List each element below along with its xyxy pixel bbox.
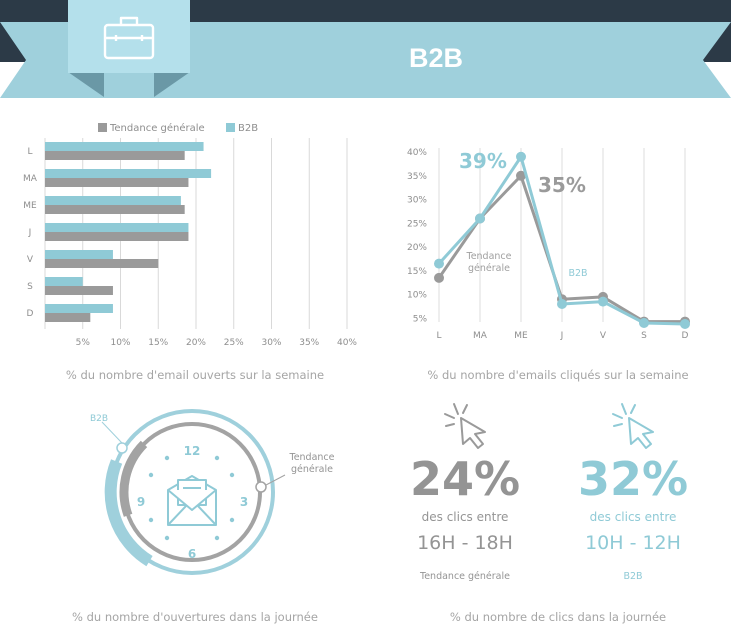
bar-general xyxy=(45,259,159,268)
b2b-arc xyxy=(104,459,153,567)
bar-b2b xyxy=(45,277,83,286)
cursor-click-icon xyxy=(444,403,486,449)
bar-general xyxy=(45,178,189,187)
bar-b2b xyxy=(45,304,113,313)
line-point-b2b xyxy=(639,318,649,328)
line-y-tick: 35% xyxy=(407,172,427,182)
general-click-text: des clics entre xyxy=(421,510,509,524)
general-click-label: Tendance générale xyxy=(420,571,510,582)
bar-general xyxy=(45,286,113,295)
bar-general xyxy=(45,232,189,241)
line-x-tick: L xyxy=(436,331,441,341)
line-chart: L MA ME J V S D 40% 35% 30% 25% 20% 15% 10% 5% 39% 35% Te… xyxy=(407,148,690,341)
header-banner: B2B xyxy=(0,0,731,98)
bar-category-label: D xyxy=(27,309,34,319)
line-y-tick: 25% xyxy=(407,219,427,229)
b2b-click-percent: 32% xyxy=(577,452,689,506)
line-point-general xyxy=(434,272,444,283)
line-x-tick: S xyxy=(641,331,647,341)
line-point-b2b xyxy=(475,213,485,224)
bar-x-tick: 10% xyxy=(110,338,130,345)
general-click-range: 16H - 18H xyxy=(417,532,513,554)
clock-graphic: B2B Tendance générale 12 3 6 9 xyxy=(90,409,335,575)
line-point-b2b xyxy=(434,258,444,269)
envelope-icon xyxy=(167,475,217,526)
general-marker xyxy=(255,481,267,493)
bar-category-label: MA xyxy=(23,174,38,184)
bar-category-label: ME xyxy=(23,201,37,211)
bar-x-tick: 30% xyxy=(261,338,281,345)
line-x-tick: V xyxy=(600,331,607,341)
general-label: Tendance générale xyxy=(289,452,335,475)
b2b-marker xyxy=(116,442,128,454)
bar-b2b xyxy=(45,142,204,151)
line-chart-caption: % du nombre d'emails cliqués sur la sema… xyxy=(427,368,689,382)
bar-x-tick: 15% xyxy=(148,338,168,345)
bar-b2b xyxy=(45,250,113,259)
bar-chart-caption: % du nombre d'email ouverts sur la semai… xyxy=(65,368,325,382)
bar-x-tick: 25% xyxy=(224,338,244,345)
briefcase-icon xyxy=(103,16,155,60)
clock-dots xyxy=(148,455,235,541)
clicks-caption: % du nombre de clics dans la journée xyxy=(449,610,667,624)
general-peak-label: 35% xyxy=(538,173,586,197)
bar-general xyxy=(45,151,185,160)
line-y-tick: 20% xyxy=(407,243,427,253)
line-y-tick: 5% xyxy=(413,314,428,324)
bar-x-tick: 35% xyxy=(299,338,319,345)
line-x-tick: MA xyxy=(473,331,488,341)
page-title: B2B xyxy=(409,43,463,73)
bar-general xyxy=(45,205,185,214)
bar-category-label: S xyxy=(27,282,33,292)
bar-category-label: V xyxy=(27,255,34,265)
bar-x-tick: 20% xyxy=(186,338,206,345)
clock-caption: % du nombre d'ouvertures dans la journée xyxy=(72,610,318,624)
line-x-tick: J xyxy=(560,331,564,341)
line-x-tick: D xyxy=(682,331,689,341)
bar-b2b xyxy=(45,196,181,205)
b2b-click-text: des clics entre xyxy=(589,510,677,524)
legend-label-general: Tendance générale xyxy=(109,122,205,134)
legend-swatch-b2b xyxy=(226,123,235,132)
bar-chart: 5% 10% 15% 20% 25% 30% 35% 40% Tendance générale… xyxy=(23,122,357,345)
line-y-tick: 10% xyxy=(407,291,427,301)
clock-number-12: 12 xyxy=(184,444,201,458)
line-point-general xyxy=(516,170,526,181)
bar-x-tick: 5% xyxy=(76,338,91,345)
clock-number-9: 9 xyxy=(137,495,145,509)
general-click-percent: 24% xyxy=(409,452,521,506)
legend-swatch-general xyxy=(98,123,107,132)
line-y-tick: 15% xyxy=(407,267,427,277)
b2b-peak-label: 39% xyxy=(459,149,507,173)
line-general-label: Tendance générale xyxy=(466,251,512,274)
general-arc xyxy=(119,440,148,517)
line-point-b2b xyxy=(598,296,608,307)
line-point-b2b xyxy=(516,151,526,162)
bar-category-label: L xyxy=(27,147,32,157)
bar-category-label: J xyxy=(28,228,32,238)
line-point-b2b xyxy=(557,299,567,309)
b2b-click-range: 10H - 12H xyxy=(585,532,681,554)
cursor-click-icon xyxy=(612,403,654,449)
b2b-label: B2B xyxy=(90,414,108,424)
line-x-tick: ME xyxy=(514,331,528,341)
ribbon-fold-right xyxy=(154,72,190,97)
b2b-click-label: B2B xyxy=(623,571,643,582)
line-y-tick: 40% xyxy=(407,148,427,158)
line-b2b-label: B2B xyxy=(568,268,587,279)
line-point-b2b xyxy=(680,318,690,329)
bar-x-tick: 40% xyxy=(337,338,357,345)
clock-number-6: 6 xyxy=(188,547,196,561)
legend-label-b2b: B2B xyxy=(238,123,258,134)
bar-b2b xyxy=(45,223,189,232)
badge xyxy=(68,0,190,73)
line-y-tick: 30% xyxy=(407,196,427,206)
ribbon-fold-left xyxy=(68,72,104,97)
bar-b2b xyxy=(45,169,212,178)
clock-number-3: 3 xyxy=(240,495,248,509)
bar-general xyxy=(45,313,91,322)
